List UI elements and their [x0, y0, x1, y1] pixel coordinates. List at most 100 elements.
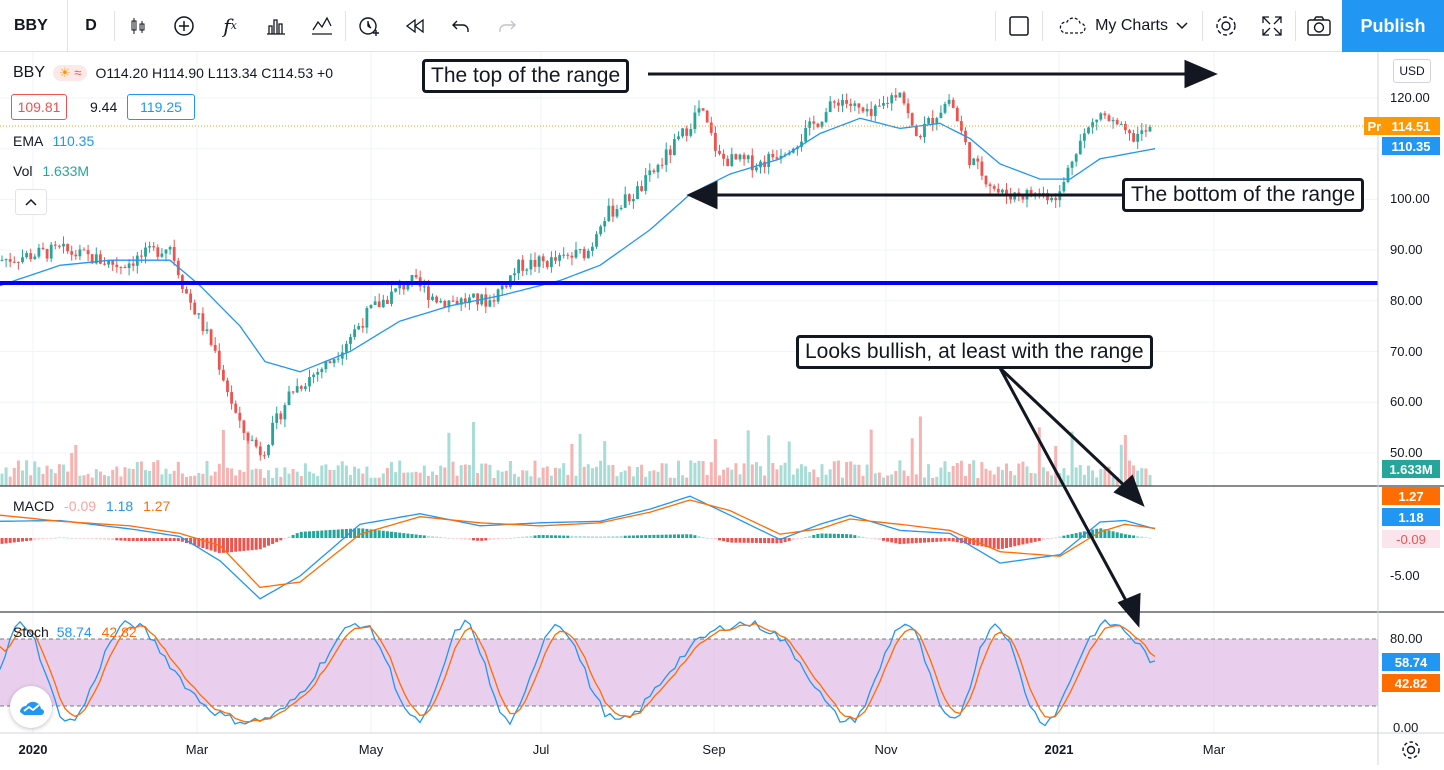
candle-style-icon[interactable]: [115, 0, 161, 52]
publish-button[interactable]: Publish: [1342, 0, 1444, 52]
candle-body: [988, 184, 992, 187]
macd-histogram-bar: [640, 535, 644, 538]
volume-bar: [152, 462, 156, 486]
templates-icon[interactable]: [253, 0, 299, 52]
macd-histogram-bar: [746, 538, 750, 543]
chart-area[interactable]: 2020 Mar May Jul Sep Nov 2021 Mar BBY ☀ ≈ O114.…: [0, 52, 1444, 765]
chart-canvas[interactable]: 2020 Mar May Jul Sep Nov 2021 Mar: [0, 52, 1444, 765]
market-status-icon[interactable]: ☀ ≈: [53, 65, 88, 81]
macd-histogram-bar: [238, 538, 242, 552]
volume-bar: [1082, 474, 1086, 486]
volume-bar: [320, 465, 324, 486]
macd-histogram-bar: [623, 535, 627, 538]
candle-body: [78, 249, 82, 257]
volume-bar: [980, 462, 984, 486]
macd-histogram-bar: [0, 538, 4, 544]
volume-bar: [426, 475, 430, 486]
volume-bar: [394, 472, 398, 486]
currency-button[interactable]: USD: [1393, 59, 1431, 83]
volume-bar: [90, 477, 94, 486]
redo-icon[interactable]: [484, 0, 530, 52]
macd-histogram-bar: [1013, 538, 1017, 547]
legend-symbol: BBY: [13, 64, 46, 81]
macd-signal-value: 1.27: [143, 498, 171, 514]
bid-box[interactable]: 109.81: [11, 94, 67, 120]
macd-histogram-bar: [869, 538, 873, 539]
annotation-arrows: [648, 59, 1218, 628]
undo-icon[interactable]: [438, 0, 484, 52]
macd-histogram-bar: [1017, 538, 1021, 546]
macd-histogram-bar: [652, 534, 656, 538]
volume-bar: [369, 477, 373, 486]
macd-histogram-bar: [734, 538, 738, 543]
volume-bar: [664, 463, 668, 486]
volume-bar: [492, 477, 496, 486]
settings-gear-icon[interactable]: [1400, 739, 1422, 761]
macd-histogram-bar: [213, 538, 217, 552]
symbol-search[interactable]: BBY: [0, 0, 68, 52]
macd-histogram-bar: [303, 531, 307, 538]
fullscreen-icon[interactable]: [1249, 0, 1295, 52]
callout-bullish[interactable]: Looks bullish, at least with the range: [796, 335, 1153, 369]
volume-bar: [886, 475, 890, 486]
volume-bar: [656, 471, 660, 486]
collapse-legend-button[interactable]: [15, 189, 47, 215]
volume-bar: [541, 467, 545, 486]
candle-body: [455, 300, 459, 305]
compare-icon[interactable]: [299, 0, 345, 52]
candle-body: [550, 257, 553, 268]
candle-body: [685, 128, 689, 136]
volume-bar: [459, 465, 463, 486]
macd-histogram-bar: [1136, 536, 1140, 538]
macd-histogram-bar: [299, 531, 303, 538]
callout-range-top[interactable]: The top of the range: [422, 59, 630, 93]
macd-histogram-bar: [484, 538, 488, 541]
add-symbol-icon[interactable]: [161, 0, 207, 52]
bullish-arrow-line-1: [998, 366, 1130, 491]
ask-box[interactable]: 119.25: [127, 94, 195, 120]
tradingview-logo[interactable]: [10, 686, 52, 728]
candle-body: [837, 102, 840, 106]
camera-icon[interactable]: [1296, 0, 1342, 52]
candle-body: [226, 380, 229, 393]
layout-icon[interactable]: [996, 0, 1042, 52]
macd-line-badge: 1.18: [1382, 508, 1440, 526]
volume-bar: [94, 469, 98, 486]
gear-icon[interactable]: [1203, 0, 1249, 52]
volume-bar: [1091, 470, 1095, 486]
macd-histogram-bar: [1050, 538, 1054, 539]
replay-icon[interactable]: [392, 0, 438, 52]
candle-body: [435, 296, 438, 303]
candle-body: [541, 256, 545, 262]
candle-body: [574, 249, 578, 258]
volume-bar: [16, 460, 20, 486]
candle-body: [992, 186, 996, 189]
candle-body: [66, 243, 69, 252]
volume-bar: [1144, 468, 1148, 486]
callout-range-bottom[interactable]: The bottom of the range: [1122, 178, 1365, 212]
candle-body: [1050, 197, 1053, 201]
candle-body: [90, 254, 94, 264]
candle-body: [451, 300, 455, 302]
macd-histogram-bar: [279, 538, 283, 541]
interval-button[interactable]: D: [85, 16, 97, 34]
stoch-k-value: 58.74: [56, 624, 92, 640]
candle-body: [152, 246, 156, 248]
my-charts-button[interactable]: My Charts: [1043, 0, 1202, 52]
volume-bar: [902, 470, 906, 486]
macd-histogram-bar: [689, 534, 693, 538]
volume-bar: [1000, 470, 1004, 486]
macd-histogram-bar: [804, 536, 808, 538]
alert-icon[interactable]: [346, 0, 392, 52]
volume-bar: [500, 471, 504, 486]
volume-bar: [107, 476, 111, 486]
macd-histogram-bar: [648, 534, 652, 538]
macd-histogram-bar: [771, 538, 775, 544]
macd-histogram-bar: [964, 538, 967, 544]
candle-body: [0, 260, 4, 262]
volume-bar: [230, 468, 234, 486]
macd-histogram-bar: [1148, 537, 1152, 539]
macd-histogram-bar: [951, 538, 955, 542]
volume-bar: [631, 476, 635, 486]
